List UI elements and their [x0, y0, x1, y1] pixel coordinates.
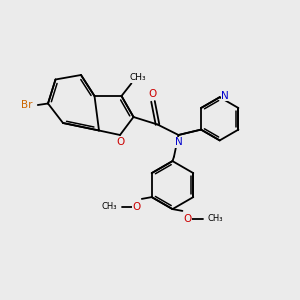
- Text: CH₃: CH₃: [101, 202, 117, 211]
- Text: N: N: [221, 91, 229, 101]
- Text: O: O: [148, 89, 157, 99]
- Text: O: O: [117, 136, 125, 147]
- Text: CH₃: CH₃: [208, 214, 223, 223]
- Text: CH₃: CH₃: [129, 74, 146, 82]
- Text: Br: Br: [21, 100, 33, 110]
- Text: O: O: [133, 202, 141, 212]
- Text: O: O: [183, 214, 192, 224]
- Text: N: N: [175, 137, 182, 147]
